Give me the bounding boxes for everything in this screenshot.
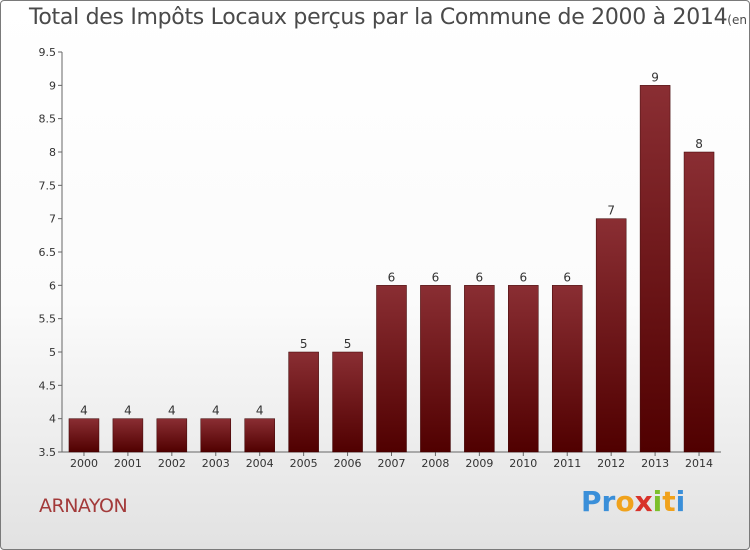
y-tick-label: 9.5 xyxy=(39,46,57,59)
bar[interactable] xyxy=(112,418,144,453)
y-tick-label: 4.5 xyxy=(39,379,57,392)
bar[interactable] xyxy=(551,285,583,453)
x-tick-label: 2006 xyxy=(334,457,362,470)
bar[interactable] xyxy=(683,151,715,453)
bar-value-label: 9 xyxy=(651,70,659,84)
y-tick-label: 6 xyxy=(49,279,56,292)
proxiti-logo[interactable]: Proxiti xyxy=(581,485,685,518)
bar-value-label: 4 xyxy=(256,404,264,418)
y-tick-label: 7.5 xyxy=(39,179,57,192)
bar-value-label: 4 xyxy=(80,404,88,418)
x-tick-label: 2002 xyxy=(158,457,186,470)
x-tick-label: 2009 xyxy=(465,457,493,470)
bar-value-label: 4 xyxy=(168,404,176,418)
bar-value-label: 6 xyxy=(388,270,396,284)
x-tick-label: 2004 xyxy=(246,457,274,470)
y-tick-label: 5 xyxy=(49,346,56,359)
bar[interactable] xyxy=(288,351,319,453)
bar[interactable] xyxy=(200,418,232,453)
bar[interactable] xyxy=(595,218,627,453)
x-tick-label: 2005 xyxy=(290,457,318,470)
bar-value-label: 4 xyxy=(124,404,132,418)
bar[interactable] xyxy=(420,285,451,453)
x-tick-label: 2014 xyxy=(685,457,713,470)
value-labels: 4 4 4 4 4 5 5 6 6 6 6 6 7 9 8 xyxy=(80,70,703,417)
bars xyxy=(68,85,715,453)
bar[interactable] xyxy=(68,418,100,453)
x-tick-label: 2001 xyxy=(114,457,142,470)
bar[interactable] xyxy=(464,285,495,453)
x-tick-label: 2000 xyxy=(70,457,98,470)
bar-value-label: 8 xyxy=(695,137,703,151)
commune-name: ARNAYON xyxy=(39,495,128,517)
x-tick-label: 2012 xyxy=(597,457,625,470)
bar-value-label: 6 xyxy=(432,270,440,284)
logo-letter: i xyxy=(652,485,663,518)
y-tick-label: 8 xyxy=(49,146,56,159)
y-tick-label: 7 xyxy=(49,213,56,226)
logo-letter: r xyxy=(601,485,616,518)
y-tick-label: 4 xyxy=(49,413,56,426)
logo-letter: i xyxy=(675,485,686,518)
x-tick-label: 2013 xyxy=(641,457,669,470)
y-tick-label: 8.5 xyxy=(39,113,57,126)
y-tick-label: 6.5 xyxy=(39,246,57,259)
x-tick-label: 2010 xyxy=(509,457,537,470)
y-tick-label: 5.5 xyxy=(39,313,57,326)
bar[interactable] xyxy=(376,285,407,453)
logo-letter: o xyxy=(615,485,635,518)
bar[interactable] xyxy=(639,85,671,453)
x-tick-label: 2008 xyxy=(421,457,449,470)
axes: 3.5 4 4.5 5 5.5 6 6.5 7 7.5 8 8.5 9 9.5 2000 2001 2002 2… xyxy=(39,46,721,470)
logo-letter: t xyxy=(662,485,676,518)
bar[interactable] xyxy=(244,418,275,453)
bar-value-label: 6 xyxy=(519,270,527,284)
bar-value-label: 4 xyxy=(212,404,220,418)
chart-title-text: Total des Impôts Locaux perçus par la Co… xyxy=(29,5,728,30)
bar[interactable] xyxy=(156,418,188,453)
chart-title: Total des Impôts Locaux perçus par la Co… xyxy=(29,5,749,30)
x-tick-label: 2007 xyxy=(378,457,406,470)
bar-value-label: 5 xyxy=(300,337,308,351)
bar[interactable] xyxy=(508,285,539,453)
y-tick-label: 3.5 xyxy=(39,446,57,459)
bar-value-label: 6 xyxy=(563,270,571,284)
x-tick-label: 2003 xyxy=(202,457,230,470)
bar[interactable] xyxy=(332,351,363,453)
x-tick-label: 2011 xyxy=(553,457,581,470)
bar-value-label: 6 xyxy=(476,270,484,284)
chart-unit: (en milliers d'€) xyxy=(727,13,749,27)
logo-letter: P xyxy=(581,485,602,518)
logo-letter: x xyxy=(634,485,653,518)
y-tick-label: 9 xyxy=(49,79,56,92)
bar-value-label: 7 xyxy=(607,204,615,218)
bar-value-label: 5 xyxy=(344,337,352,351)
